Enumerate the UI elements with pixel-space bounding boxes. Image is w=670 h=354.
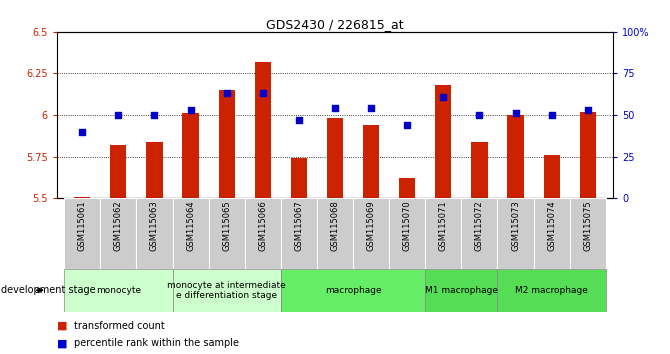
Text: GSM115066: GSM115066 bbox=[258, 200, 267, 251]
Point bbox=[149, 112, 160, 118]
Point bbox=[438, 94, 449, 99]
Text: GSM115063: GSM115063 bbox=[150, 200, 159, 251]
Text: monocyte at intermediate
e differentiation stage: monocyte at intermediate e differentiati… bbox=[168, 281, 286, 300]
Point bbox=[221, 91, 232, 96]
Bar bbox=[172, 269, 281, 312]
Bar bbox=[327, 118, 343, 198]
Bar bbox=[533, 198, 570, 269]
Point bbox=[510, 110, 521, 116]
Bar bbox=[208, 198, 245, 269]
Text: monocyte: monocyte bbox=[96, 286, 141, 295]
Text: macrophage: macrophage bbox=[325, 286, 381, 295]
Bar bbox=[462, 198, 498, 269]
Text: GSM115061: GSM115061 bbox=[78, 200, 86, 251]
Text: GSM115074: GSM115074 bbox=[547, 200, 556, 251]
Bar bbox=[507, 115, 524, 198]
Point bbox=[185, 107, 196, 113]
Bar bbox=[363, 125, 379, 198]
Text: GSM115073: GSM115073 bbox=[511, 200, 520, 251]
Point bbox=[77, 129, 88, 135]
Bar bbox=[137, 198, 172, 269]
Bar bbox=[172, 198, 208, 269]
Bar bbox=[64, 198, 100, 269]
Text: percentile rank within the sample: percentile rank within the sample bbox=[74, 338, 239, 348]
Bar bbox=[281, 269, 425, 312]
Point bbox=[402, 122, 413, 128]
Bar bbox=[498, 198, 533, 269]
Bar bbox=[74, 196, 90, 198]
Title: GDS2430 / 226815_at: GDS2430 / 226815_at bbox=[266, 18, 404, 31]
Text: GSM115065: GSM115065 bbox=[222, 200, 231, 251]
Bar bbox=[580, 112, 596, 198]
Text: GSM115068: GSM115068 bbox=[330, 200, 340, 251]
Text: ■: ■ bbox=[57, 338, 68, 348]
Bar bbox=[353, 198, 389, 269]
Point bbox=[113, 112, 124, 118]
Text: GSM115075: GSM115075 bbox=[584, 200, 592, 251]
Bar bbox=[281, 198, 317, 269]
Text: GSM115067: GSM115067 bbox=[294, 200, 304, 251]
Bar bbox=[218, 90, 234, 198]
Point bbox=[474, 112, 485, 118]
Bar bbox=[543, 155, 560, 198]
Bar bbox=[471, 142, 488, 198]
Bar bbox=[100, 198, 137, 269]
Point bbox=[330, 105, 340, 111]
Text: GSM115064: GSM115064 bbox=[186, 200, 195, 251]
Point bbox=[257, 91, 268, 96]
Bar bbox=[425, 198, 462, 269]
Bar bbox=[255, 62, 271, 198]
Text: M1 macrophage: M1 macrophage bbox=[425, 286, 498, 295]
Bar bbox=[182, 113, 199, 198]
Point bbox=[293, 117, 304, 123]
Text: GSM115071: GSM115071 bbox=[439, 200, 448, 251]
Text: ■: ■ bbox=[57, 321, 68, 331]
Text: M2 macrophage: M2 macrophage bbox=[515, 286, 588, 295]
Bar bbox=[245, 198, 281, 269]
Bar bbox=[317, 198, 353, 269]
Bar bbox=[146, 142, 163, 198]
Point bbox=[582, 107, 593, 113]
Bar bbox=[570, 198, 606, 269]
Text: development stage: development stage bbox=[1, 285, 95, 295]
Bar bbox=[291, 158, 307, 198]
Bar bbox=[389, 198, 425, 269]
Bar bbox=[498, 269, 606, 312]
Text: GSM115072: GSM115072 bbox=[475, 200, 484, 251]
Point bbox=[366, 105, 377, 111]
Bar bbox=[436, 85, 452, 198]
Text: GSM115069: GSM115069 bbox=[366, 200, 376, 251]
Point bbox=[546, 112, 557, 118]
Bar bbox=[399, 178, 415, 198]
Text: transformed count: transformed count bbox=[74, 321, 164, 331]
Text: GSM115062: GSM115062 bbox=[114, 200, 123, 251]
Bar bbox=[64, 269, 172, 312]
Bar bbox=[425, 269, 498, 312]
Bar bbox=[110, 145, 127, 198]
Text: GSM115070: GSM115070 bbox=[403, 200, 412, 251]
